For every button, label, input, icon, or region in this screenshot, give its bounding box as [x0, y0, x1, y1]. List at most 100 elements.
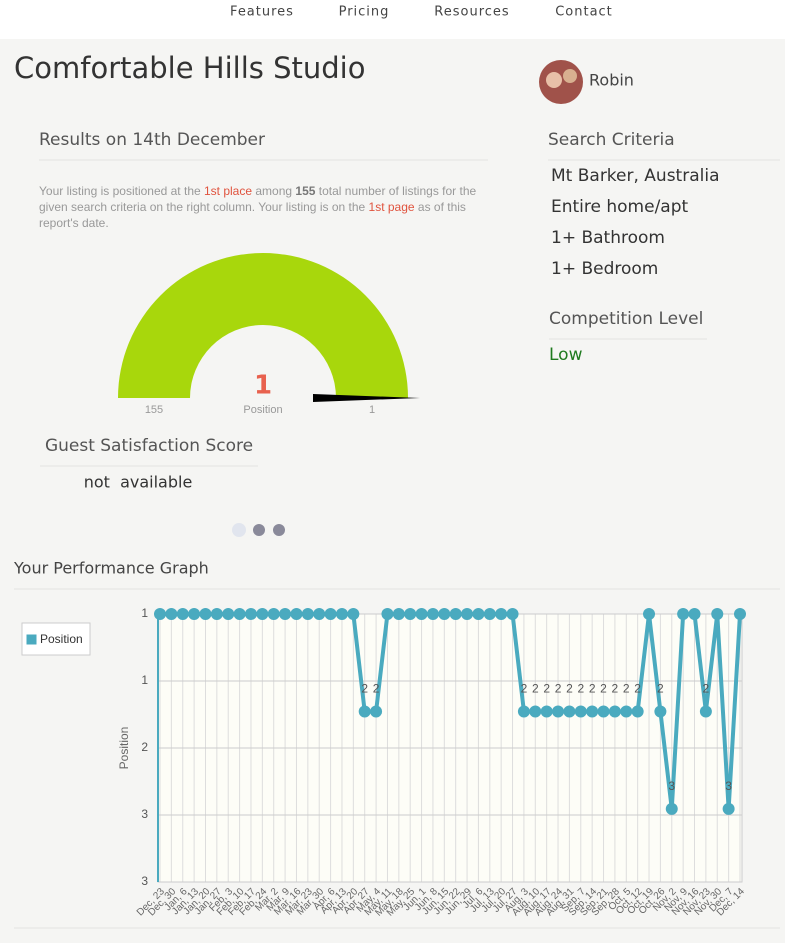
data-point — [233, 608, 246, 620]
data-point — [574, 705, 587, 718]
guest-heading: Guest Satisfaction Score — [45, 436, 253, 456]
criteria-heading: Search Criteria — [548, 130, 675, 150]
data-point — [347, 608, 360, 620]
data-point — [313, 608, 326, 620]
graph-heading: Your Performance Graph — [13, 559, 209, 578]
data-point — [688, 608, 701, 620]
data-label: 2 — [703, 682, 710, 696]
legend-swatch — [25, 633, 38, 646]
data-label: 2 — [555, 682, 562, 696]
data-point — [506, 608, 519, 620]
data-point — [370, 705, 383, 718]
competition-heading: Competition Level — [549, 309, 703, 329]
data-point — [199, 608, 212, 620]
gauge-arc — [118, 253, 408, 398]
data-label: 2 — [589, 682, 596, 696]
data-point — [176, 608, 189, 620]
text-part: 155 — [295, 184, 316, 198]
data-point — [267, 608, 280, 620]
y-tick-label: 3 — [141, 807, 148, 821]
results-text: Your listing is positioned at the 1st pl… — [39, 183, 494, 231]
text-part: as of this report's date. — [39, 200, 466, 230]
data-point — [154, 608, 166, 620]
data-point — [734, 608, 746, 620]
gauge-max: 1 — [369, 404, 375, 416]
data-point — [722, 802, 735, 815]
carousel-dot[interactable] — [273, 524, 285, 536]
data-point — [279, 608, 292, 620]
y-tick-label: 1 — [141, 606, 148, 620]
data-label: 2 — [612, 682, 619, 696]
data-point — [290, 608, 303, 620]
carousel-dot[interactable] — [232, 523, 246, 537]
data-point — [335, 608, 348, 620]
data-point — [301, 608, 314, 620]
data-point — [461, 608, 474, 620]
data-point — [222, 608, 235, 620]
data-point — [472, 608, 485, 620]
data-label: 2 — [521, 682, 528, 696]
criteria-item: 1+ Bathroom — [551, 228, 665, 248]
data-label: 2 — [623, 682, 630, 696]
data-point — [517, 705, 530, 718]
user-name[interactable]: Robin — [589, 71, 634, 90]
nav-link[interactable]: Contact — [555, 5, 613, 20]
data-point — [256, 608, 269, 620]
listing-title: Comfortable Hills Studio — [14, 51, 365, 85]
text-part: 1st page — [368, 200, 415, 214]
data-point — [711, 608, 724, 620]
data-point — [449, 608, 462, 620]
data-label: 3 — [668, 779, 675, 793]
data-label: 2 — [634, 682, 641, 696]
data-point — [415, 608, 428, 620]
data-label: 2 — [532, 682, 539, 696]
gauge-needle — [313, 394, 420, 402]
data-point — [665, 802, 678, 815]
competition-value: Low — [549, 345, 583, 365]
data-label: 2 — [361, 682, 368, 696]
data-point — [597, 705, 610, 718]
carousel-dot[interactable] — [253, 524, 265, 536]
data-label: 2 — [577, 682, 584, 696]
nav-link[interactable]: Resources — [434, 5, 509, 20]
data-point — [358, 705, 371, 718]
data-point — [188, 608, 201, 620]
criteria-item: 1+ Bedroom — [551, 259, 658, 279]
data-point — [654, 705, 667, 718]
legend-label: Position — [40, 632, 83, 646]
gauge-label: Position — [243, 404, 282, 416]
nav-link[interactable]: Pricing — [339, 5, 390, 20]
data-point — [699, 705, 712, 718]
data-label: 3 — [725, 779, 732, 793]
data-point — [620, 705, 633, 718]
data-point — [426, 608, 439, 620]
guest-value: not available — [84, 473, 193, 492]
text-part: among — [252, 184, 296, 198]
criteria-item: Entire home/apt — [551, 197, 689, 217]
y-tick-label: 1 — [141, 673, 148, 687]
nav-link[interactable]: Features — [230, 5, 294, 20]
data-point — [324, 608, 337, 620]
data-point — [392, 608, 405, 620]
data-point — [677, 608, 690, 620]
data-point — [586, 705, 599, 718]
data-label: 2 — [657, 682, 664, 696]
text-part: Your listing is positioned at the — [39, 184, 204, 198]
data-point — [631, 705, 644, 718]
y-tick-label: 3 — [141, 874, 148, 888]
data-label: 2 — [373, 682, 380, 696]
results-heading: Results on 14th December — [39, 130, 265, 150]
gauge-value: 1 — [254, 371, 272, 401]
y-tick-label: 2 — [141, 740, 148, 754]
data-point — [540, 705, 553, 718]
nav-bar — [0, 0, 785, 39]
data-label: 2 — [543, 682, 550, 696]
data-point — [563, 705, 576, 718]
data-label: 2 — [566, 682, 573, 696]
data-point — [381, 608, 394, 620]
data-point — [210, 608, 223, 620]
text-part: total number of listings for the given s… — [39, 184, 477, 214]
data-point — [244, 608, 257, 620]
data-point — [438, 608, 451, 620]
